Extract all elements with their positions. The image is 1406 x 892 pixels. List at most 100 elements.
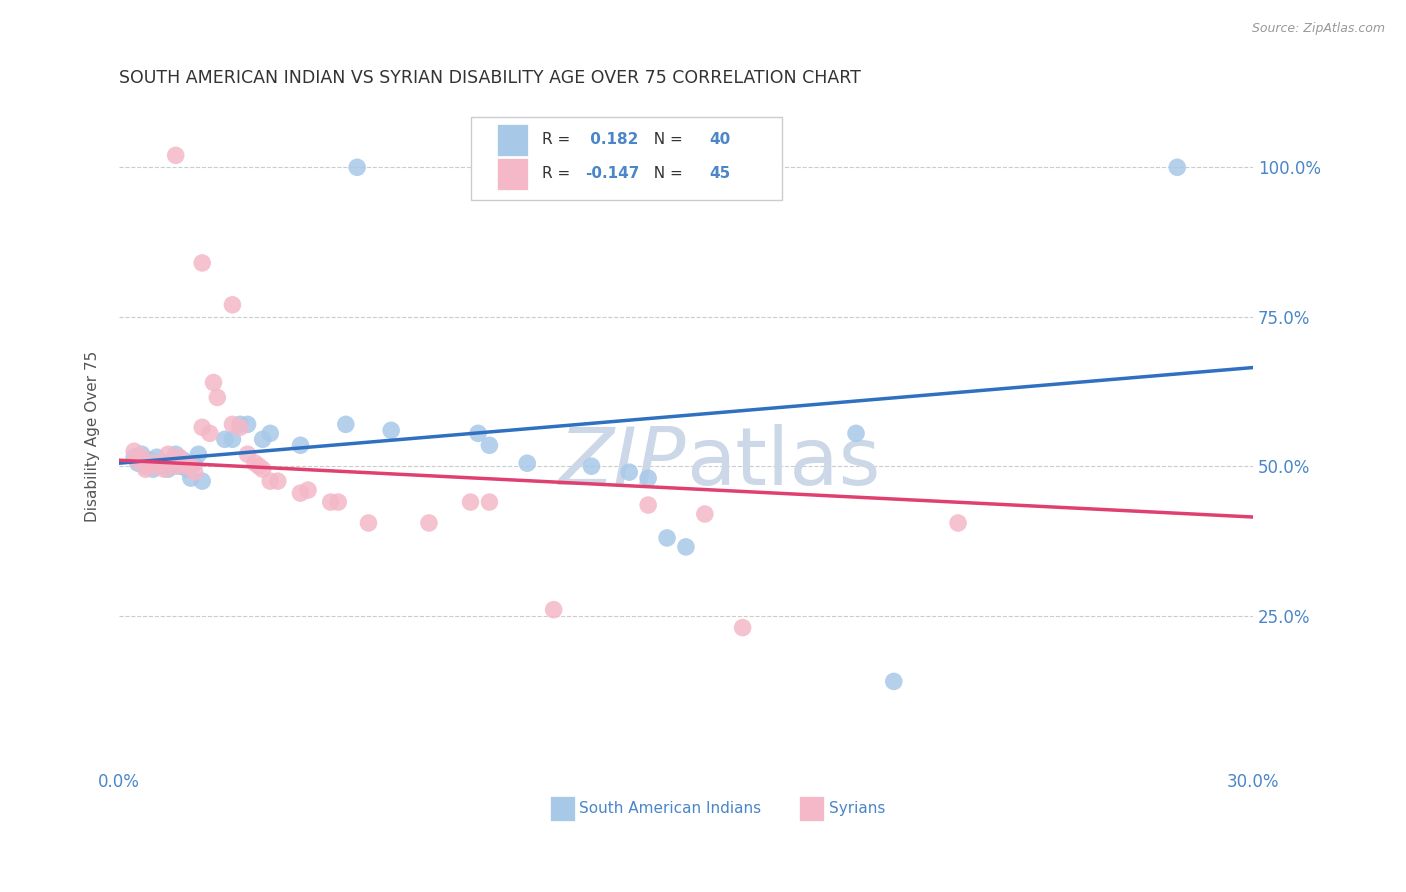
Text: South American Indians: South American Indians [579,801,762,816]
Text: 0.182: 0.182 [585,132,638,147]
Point [236,447,259,461]
Point [637,498,659,512]
Point [146,459,169,474]
Point [138,453,160,467]
Point [169,459,191,474]
Point [418,516,440,530]
Point [335,417,357,432]
Point [176,462,198,476]
FancyBboxPatch shape [550,796,575,821]
Point [297,483,319,497]
Point [229,420,252,434]
Point [637,471,659,485]
Point [619,465,641,479]
Point [655,531,678,545]
Point [134,459,156,474]
Point [127,456,149,470]
Point [138,459,160,474]
Point [131,450,153,465]
Point [191,474,214,488]
Point [172,453,194,467]
Point [290,438,312,452]
Point [290,486,312,500]
Point [183,456,205,470]
Point [157,447,180,461]
Point [243,456,266,470]
Point [176,459,198,474]
Point [122,444,145,458]
Point [252,432,274,446]
Point [229,417,252,432]
Point [165,148,187,162]
Point [467,426,489,441]
Text: R =: R = [541,167,575,181]
Point [134,462,156,476]
Point [207,391,229,405]
Point [731,621,754,635]
Point [267,474,290,488]
Point [202,376,225,390]
Text: Source: ZipAtlas.com: Source: ZipAtlas.com [1251,22,1385,36]
Point [516,456,538,470]
Point [142,462,165,476]
Point [165,459,187,474]
Point [380,423,402,437]
Point [127,453,149,467]
Point [693,507,716,521]
Text: SOUTH AMERICAN INDIAN VS SYRIAN DISABILITY AGE OVER 75 CORRELATION CHART: SOUTH AMERICAN INDIAN VS SYRIAN DISABILI… [120,69,860,87]
Point [259,426,281,441]
Point [180,459,202,474]
Point [149,459,172,474]
Point [183,465,205,479]
Text: -0.147: -0.147 [585,167,640,181]
Point [146,450,169,465]
Point [883,674,905,689]
Text: ZIP: ZIP [558,424,686,501]
Point [180,471,202,485]
Point [165,447,187,461]
Point [357,516,380,530]
Point [236,417,259,432]
Point [478,438,501,452]
Text: 40: 40 [710,132,731,147]
Point [319,495,342,509]
Point [142,456,165,470]
Point [157,462,180,476]
Point [160,459,183,474]
FancyBboxPatch shape [800,796,824,821]
Text: Syrians: Syrians [828,801,886,816]
Point [191,420,214,434]
Text: N =: N = [644,167,688,181]
Point [478,495,501,509]
Point [149,456,172,470]
Point [328,495,350,509]
Point [187,447,209,461]
Point [169,450,191,465]
Text: R =: R = [541,132,575,147]
Text: 45: 45 [710,167,731,181]
Text: N =: N = [644,132,688,147]
Point [153,456,176,470]
Point [675,540,697,554]
Point [191,256,214,270]
Point [946,516,969,530]
Point [1166,161,1188,175]
Point [172,456,194,470]
Point [346,161,368,175]
Point [845,426,868,441]
Point [122,450,145,465]
Point [221,298,243,312]
Point [581,459,603,474]
FancyBboxPatch shape [496,158,529,190]
Text: atlas: atlas [686,424,880,501]
Point [259,474,281,488]
Point [221,432,243,446]
Point [460,495,482,509]
Point [198,426,221,441]
Point [214,432,236,446]
Point [131,447,153,461]
FancyBboxPatch shape [496,124,529,155]
Point [247,459,270,474]
Point [543,602,565,616]
Point [153,462,176,476]
